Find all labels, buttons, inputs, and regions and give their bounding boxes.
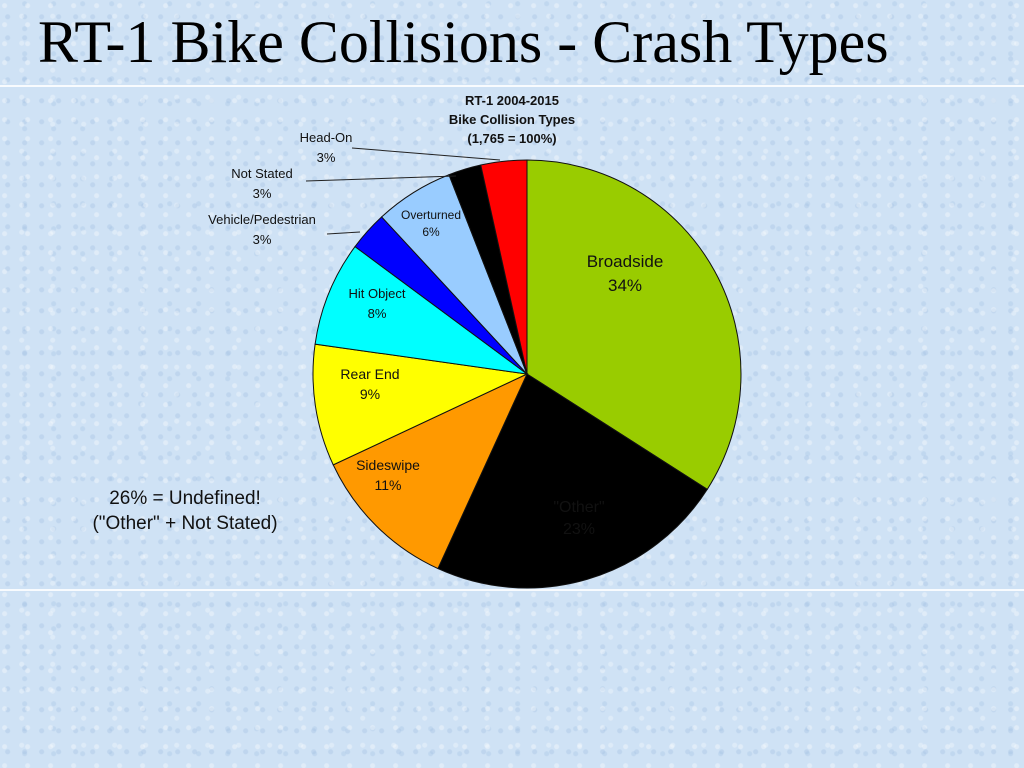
slice-label-vehicle-pedestrian: Vehicle/Pedestrian bbox=[208, 212, 316, 227]
chart-title-line-2: Bike Collision Types bbox=[449, 112, 575, 127]
slice-value-not-stated: 3% bbox=[253, 186, 272, 201]
slice-value-rear-end: 9% bbox=[360, 386, 380, 402]
pie-slice-sideswipe bbox=[332, 372, 529, 570]
slice-label-other: "Other" bbox=[553, 499, 604, 516]
slice-label-hit-object: Hit Object bbox=[348, 286, 405, 301]
pie-slice-rear-end bbox=[312, 343, 529, 466]
undefined-note-line2: ("Other" + Not Stated) bbox=[92, 513, 278, 534]
slice-label-head-on: Head-On bbox=[300, 130, 353, 145]
slice-value-vehicle-pedestrian: 3% bbox=[253, 232, 272, 247]
pie-slice-hit-object bbox=[314, 245, 528, 375]
slice-label-rear-end: Rear End bbox=[340, 366, 399, 382]
pie-slice-head-on bbox=[480, 159, 528, 375]
chart-title-line-1: RT-1 2004-2015 bbox=[465, 93, 559, 108]
slice-value-hit-object: 8% bbox=[368, 306, 387, 321]
leader-line-head-on bbox=[351, 147, 501, 161]
undefined-note: 26% = Undefined! ("Other" + Not Stated) bbox=[60, 486, 310, 536]
slice-value-overturned: 6% bbox=[422, 225, 440, 239]
undefined-note-line1: 26% = Undefined! bbox=[109, 488, 261, 509]
slide-title: RT-1 Bike Collisions - Crash Types bbox=[38, 9, 889, 75]
slice-value-broadside: 34% bbox=[608, 276, 642, 295]
slice-label-sideswipe: Sideswipe bbox=[356, 457, 420, 473]
chart-title-line-3: (1,765 = 100%) bbox=[467, 131, 556, 146]
slice-label-broadside: Broadside bbox=[587, 252, 664, 271]
pie-slice-broadside bbox=[526, 159, 742, 491]
slice-value-other: 23% bbox=[563, 521, 595, 538]
slice-label-overturned: Overturned bbox=[401, 208, 461, 222]
slice-label-not-stated: Not Stated bbox=[231, 166, 292, 181]
pie-slice-other bbox=[437, 373, 708, 589]
leader-line-not-stated bbox=[305, 175, 457, 182]
leader-line-vehicle-pedestrian bbox=[326, 231, 361, 235]
divider-top bbox=[0, 85, 1024, 87]
slice-value-sideswipe: 11% bbox=[375, 477, 402, 493]
slice-value-head-on: 3% bbox=[317, 150, 336, 165]
divider-bottom bbox=[0, 589, 1024, 591]
